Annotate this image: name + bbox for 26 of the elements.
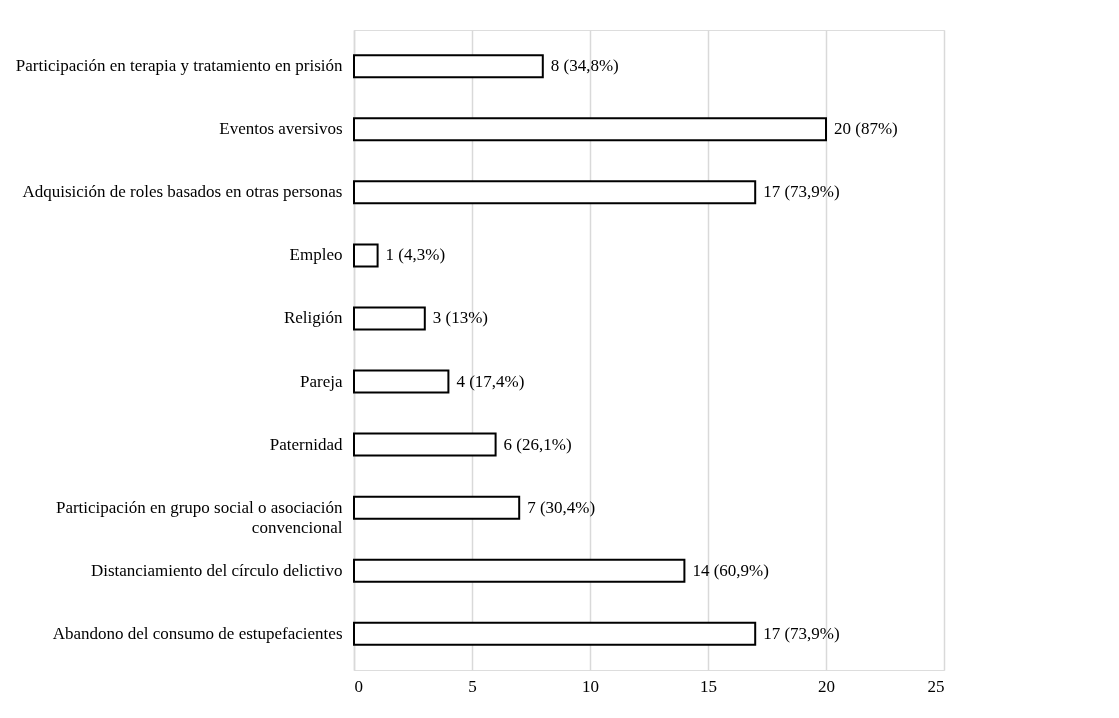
data-label: 7 (30,4%): [527, 497, 596, 517]
y-tick-label: Abandono del consumo de estupefacientes: [52, 623, 343, 643]
y-tick-label: Distanciamiento del círculo delictivo: [90, 560, 343, 580]
y-tick-label: Paternidad: [269, 434, 343, 454]
x-tick-label: 0: [354, 676, 363, 696]
y-tick-label: Participación en terapia y tratamiento en prisión: [15, 56, 343, 76]
data-label: 6 (26,1%): [503, 434, 572, 454]
data-label: 4 (17,4%): [456, 371, 525, 391]
y-tick-label: Empleo: [289, 245, 343, 265]
x-tick-label: 20: [818, 676, 835, 696]
data-label: 3 (13%): [432, 308, 489, 328]
y-tick-label: Religión: [283, 308, 343, 328]
y-tick-label: Eventos aversivos: [219, 119, 343, 139]
y-tick-label: Participación en grupo social o asociación convencional: [55, 497, 343, 537]
x-tick-label: 25: [927, 676, 945, 696]
data-label: 1 (4,3%): [385, 245, 446, 265]
data-label: 17 (73,9%): [763, 623, 840, 643]
data-label: 14 (60,9%): [692, 560, 769, 580]
y-tick-label: Pareja: [300, 371, 343, 391]
x-tick-label: 5: [468, 676, 477, 696]
data-label: 8 (34,8%): [550, 56, 619, 76]
data-label: 20 (87%): [834, 119, 898, 139]
data-label: 17 (73,9%): [763, 182, 840, 202]
x-tick-label: 15: [700, 676, 717, 696]
y-tick-label: Adquisición de roles basados en otras personas: [22, 182, 343, 202]
x-tick-label: 10: [582, 676, 599, 696]
